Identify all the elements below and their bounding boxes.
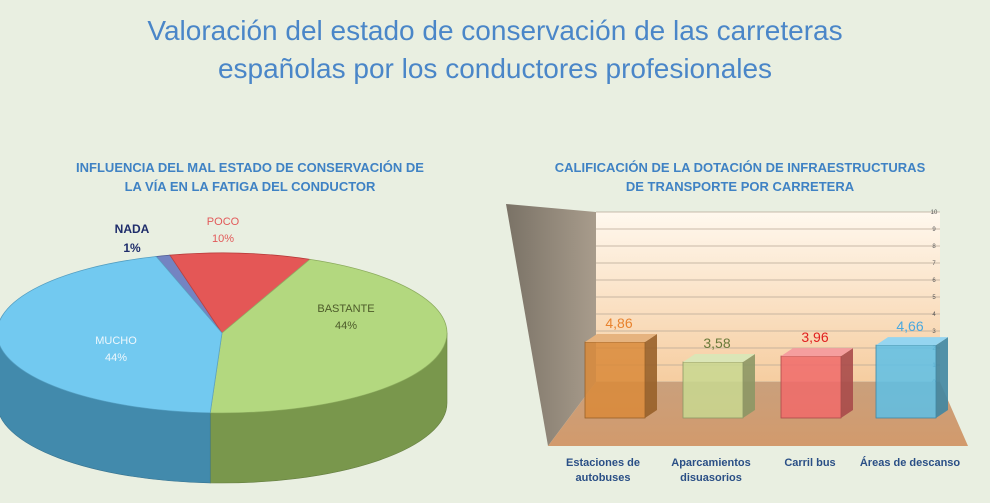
bar-ytick-label: 4 xyxy=(932,312,936,318)
pie-highlight xyxy=(0,253,447,413)
bar-1-top xyxy=(683,354,755,363)
bar-0-side xyxy=(645,333,657,418)
bar-3-front xyxy=(875,344,937,419)
bar-2-category-label: Carril bus xyxy=(784,457,835,469)
bar-3-top xyxy=(876,337,948,346)
bar-2-value-label: 3,96 xyxy=(801,329,828,345)
bar-3-side xyxy=(936,337,948,418)
pie-slice-poco xyxy=(169,252,311,334)
pie-label-mucho: MUCHO xyxy=(95,335,137,347)
bar-1-front xyxy=(682,361,744,419)
bar-ytick-label: 5 xyxy=(932,295,936,301)
pie-slice-bastante xyxy=(209,258,448,414)
bar-2-top xyxy=(781,348,853,357)
pie-chart: NADA 1% POCO 10% BASTANTE 44% MUCHO 44% xyxy=(0,216,448,484)
bar-3-value-label: 4,66 xyxy=(896,318,923,334)
main-title: Valoración del estado de conservación de… xyxy=(0,12,990,88)
bar-ytick-label: 6 xyxy=(932,278,936,284)
bar-0-category-label: Estaciones de xyxy=(566,457,640,469)
bar-ytick-label: 7 xyxy=(932,261,936,267)
pie-label-bastante: BASTANTE xyxy=(317,303,374,315)
bar-ytick-label: 10 xyxy=(931,210,938,216)
pie-value-poco: 10% xyxy=(212,233,234,245)
bar-1-category-label: disuasorios xyxy=(680,472,742,484)
main-title-line-2: españolas por los conductores profesiona… xyxy=(217,53,773,84)
bar-chart-title: CALIFICACIÓN DE LA DOTACIÓN DE INFRAESTR… xyxy=(520,158,960,196)
bar-1-value-label: 3,58 xyxy=(703,335,730,351)
main-title-line-1: Valoración del estado de conservación de… xyxy=(147,15,843,46)
bar-ytick-label: 8 xyxy=(932,244,936,250)
bar-title-line-2: DE TRANSPORTE POR CARRETERA xyxy=(625,179,855,194)
bar-1-category-label: Aparcamientos xyxy=(671,457,750,469)
bar-ytick-label: 9 xyxy=(932,227,936,233)
bar-title-line-1: CALIFICACIÓN DE LA DOTACIÓN DE INFRAESTR… xyxy=(554,160,926,175)
pie-title-line-1: INFLUENCIA DEL MAL ESTADO DE CONSERVACIÓ… xyxy=(76,160,424,175)
pie-label-nada: NADA xyxy=(115,222,150,236)
bar-ytick-label: 3 xyxy=(932,329,936,335)
bar-1-side xyxy=(743,354,755,418)
pie-slice-mucho xyxy=(0,256,223,414)
bar-side-wall xyxy=(506,204,596,446)
pie-value-nada: 1% xyxy=(123,241,141,255)
bar-2-front xyxy=(780,355,842,419)
bar-0-category-label: autobuses xyxy=(575,472,630,484)
bar-0-top xyxy=(585,333,657,342)
pie-value-bastante: 44% xyxy=(335,320,357,332)
bar-0-front xyxy=(584,341,646,419)
bar-2-side xyxy=(841,348,853,418)
pie-title-line-2: LA VÍA EN LA FATIGA DEL CONDUCTOR xyxy=(124,179,376,194)
pie-value-mucho: 44% xyxy=(105,352,127,364)
pie-chart-title: INFLUENCIA DEL MAL ESTADO DE CONSERVACIÓ… xyxy=(40,158,460,196)
bar-0-value-label: 4,86 xyxy=(605,315,632,331)
bar-3-category-label: Áreas de descanso xyxy=(860,456,961,469)
pie-label-poco: POCO xyxy=(207,216,240,228)
